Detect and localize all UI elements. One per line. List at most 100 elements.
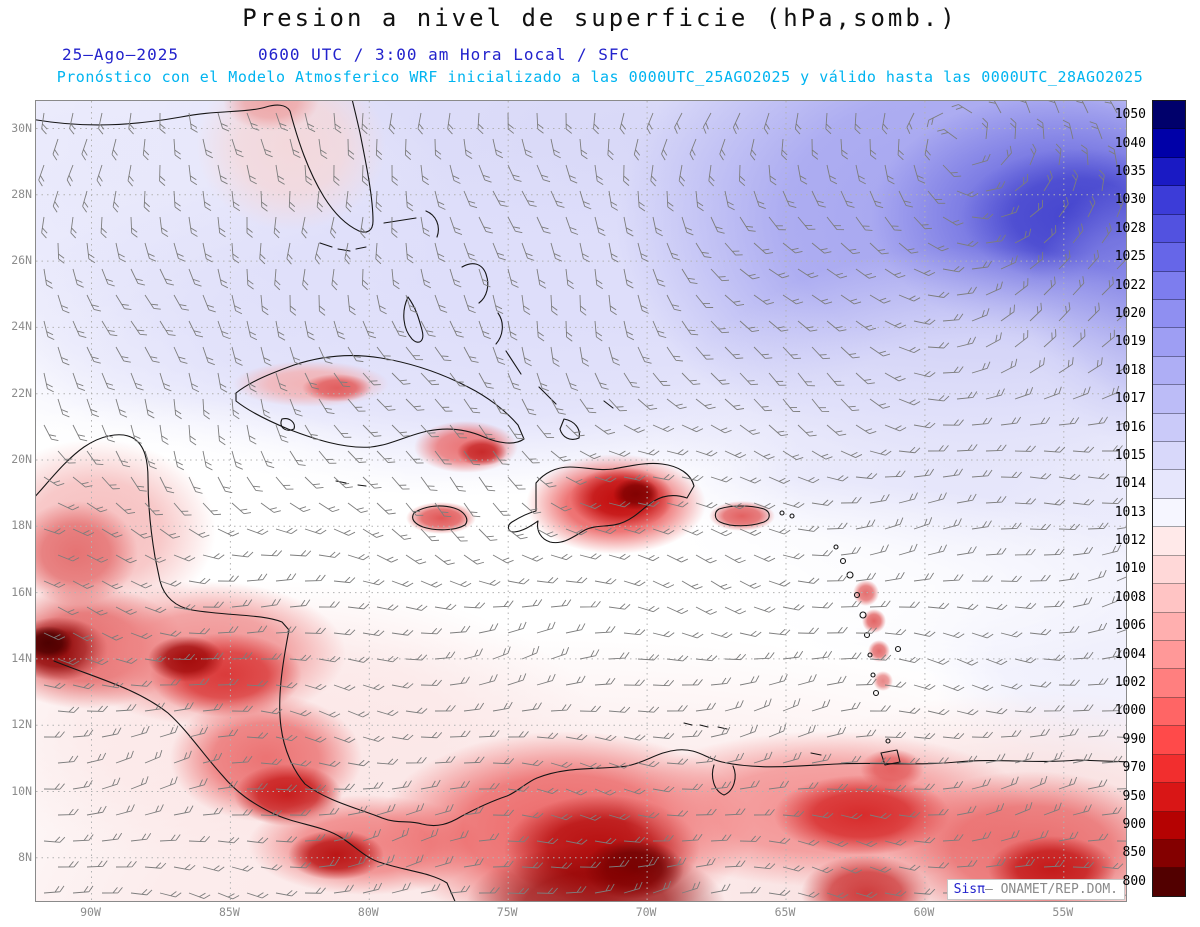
lon-label-60W: 60W (913, 905, 935, 919)
colorbar-cell-1002 (1153, 669, 1185, 698)
wind-barbs-layer (38, 95, 1139, 900)
lon-label-90W: 90W (80, 905, 101, 919)
colorbar-value: 1030 (1114, 192, 1146, 208)
credit-text: — ONAMET/REP.DOM. (984, 882, 1118, 897)
lon-label-55W: 55W (1052, 905, 1074, 919)
valid-date: 25—Ago—2025 (62, 45, 179, 64)
colorbar-cell-900 (1153, 811, 1185, 840)
colorbar-cell-1015 (1153, 442, 1185, 471)
lat-label-14N: 14N (11, 650, 32, 665)
colorbar-value: 1050 (1114, 107, 1146, 123)
colorbar-cell-1019 (1153, 328, 1185, 357)
page-title: Presion a nivel de superficie (hPa,somb.… (242, 4, 958, 32)
colorbar-value: 1016 (1114, 419, 1146, 435)
colorbar-cell-1016 (1153, 413, 1185, 443)
colorbar-cell-1017 (1153, 385, 1185, 414)
colorbar-cell-1025 (1153, 243, 1185, 272)
forecast-description: Pronóstico con el Modelo Atmosferico WRF… (56, 68, 1144, 86)
lat-label-30N: 30N (11, 120, 32, 135)
colorbar-value: 850 (1122, 845, 1146, 861)
lat-label-10N: 10N (11, 783, 32, 798)
lat-label-16N: 16N (11, 584, 32, 599)
colorbar-cell-1004 (1153, 641, 1185, 670)
colorbar-cell-1035 (1153, 157, 1185, 187)
colorbar-value: 1025 (1114, 249, 1146, 265)
lon-label-70W: 70W (635, 905, 657, 919)
colorbar-value: 900 (1122, 817, 1146, 833)
lat-label-18N: 18N (11, 518, 32, 533)
colorbar-value: 1020 (1114, 305, 1146, 321)
coastline-jamaica (412, 505, 468, 531)
colorbar-value: 800 (1122, 873, 1146, 889)
colorbar-value: 1002 (1114, 675, 1146, 691)
colorbar-cell-1040 (1153, 129, 1185, 158)
colorbar-value: 1018 (1114, 362, 1146, 378)
colorbar-cell-1013 (1153, 498, 1185, 528)
lat-label-20N: 20N (11, 452, 32, 466)
coastline-cuba (235, 355, 525, 448)
lat-label-28N: 28N (11, 186, 32, 201)
colorbar-value: 1008 (1114, 589, 1146, 605)
lon-label-85W: 85W (219, 905, 240, 919)
colorbar-value: 1004 (1114, 646, 1146, 662)
colorbar-value: 1000 (1114, 703, 1146, 719)
colorbar-value: 1010 (1114, 561, 1146, 577)
colorbar-cell-1050 (1153, 101, 1185, 130)
coastline-cayman-islands (335, 480, 367, 487)
colorbar-value: 970 (1122, 760, 1146, 776)
colorbar-value: 1022 (1114, 277, 1146, 293)
credit-brand: Sisπ (953, 882, 985, 897)
colorbar-value: 950 (1122, 788, 1146, 804)
colorbar-value: 990 (1122, 731, 1146, 747)
colorbar-cell-800 (1153, 868, 1185, 896)
colorbar-cell-1020 (1153, 299, 1185, 329)
colorbar-cell-1018 (1153, 356, 1185, 386)
colorbar-value: 1017 (1114, 391, 1146, 407)
lat-label-24N: 24N (11, 319, 32, 334)
coastline-gulf-and-florida (30, 94, 374, 233)
colorbar-cell-850 (1153, 839, 1185, 869)
colorbar-cell-1008 (1153, 584, 1185, 613)
colorbar-cell-1022 (1153, 271, 1185, 300)
colorbar-cell-1028 (1153, 214, 1185, 244)
coastline-lesser-antilles (683, 510, 902, 766)
lon-label-80W: 80W (357, 905, 379, 919)
colorbar-cell-1012 (1153, 527, 1185, 556)
colorbar-value: 1006 (1114, 618, 1146, 634)
colorbar-cell-990 (1153, 726, 1185, 755)
coastline-puerto-rico (714, 505, 770, 527)
coastline-lake-maracaibo (711, 764, 736, 796)
colorbar-cell-1014 (1153, 470, 1185, 499)
lon-label-75W: 75W (496, 905, 518, 919)
colorbar-value: 1028 (1114, 220, 1146, 236)
valid-time: 0600 UTC / 3:00 am Hora Local / SFC (258, 45, 631, 64)
colorbar-value: 1040 (1114, 135, 1146, 151)
colorbar-cell-1010 (1153, 555, 1185, 585)
colorbar-cell-1030 (1153, 186, 1185, 215)
colorbar-value: 1035 (1114, 163, 1146, 179)
colorbar-value: 1012 (1114, 533, 1146, 549)
lat-label-8N: 8N (18, 849, 32, 864)
coastline-pacific-central-america (53, 660, 458, 907)
lat-label-12N: 12N (11, 717, 32, 732)
coastline-florida-keys (319, 242, 367, 252)
colorbar-cell-1000 (1153, 697, 1185, 727)
colorbar-value: 1019 (1114, 334, 1146, 350)
credit-badge: Sisπ— ONAMET/REP.DOM. (946, 879, 1125, 900)
lon-label-65W: 65W (774, 905, 796, 919)
coastline-bahamas (383, 210, 614, 440)
colorbar-cell-970 (1153, 754, 1185, 784)
colorbar-value: 1014 (1114, 476, 1146, 492)
lat-label-22N: 22N (11, 385, 32, 400)
colorbar-value: 1013 (1114, 504, 1146, 520)
coastline-isla-juventud (280, 418, 295, 431)
colorbar-cell-1006 (1153, 612, 1185, 642)
colorbar-value: 1015 (1114, 447, 1146, 463)
coastline-hispaniola (507, 462, 695, 544)
colorbar (1152, 100, 1186, 897)
colorbar-cell-950 (1153, 783, 1185, 812)
lat-label-26N: 26N (11, 253, 32, 268)
